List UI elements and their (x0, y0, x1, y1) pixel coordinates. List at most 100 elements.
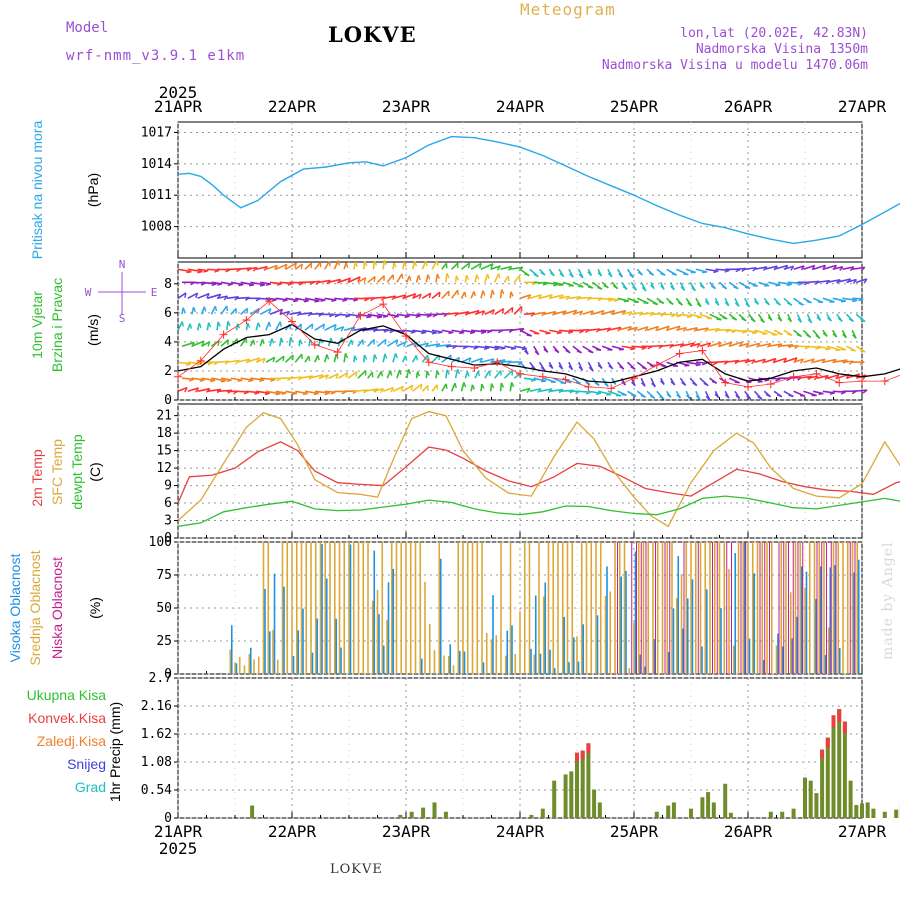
gust-marker (584, 382, 593, 391)
precip-bar (540, 808, 545, 818)
wind-arrow (465, 309, 480, 316)
wind-arrow (376, 275, 385, 283)
wind-arrow (503, 306, 514, 315)
wind-arrow (719, 341, 732, 348)
gust-marker (812, 369, 821, 378)
wind-arrow-head (247, 322, 251, 329)
wind-arrow (734, 329, 747, 333)
wind-arrow (617, 325, 632, 332)
wind-arrow (216, 321, 219, 331)
ytick-label-pressure: 1014 (141, 157, 172, 172)
wind-arrow (480, 263, 494, 270)
wind-arrow-head (481, 383, 485, 389)
wind-arrow-head (800, 265, 805, 271)
precip-bar (666, 805, 671, 818)
wind-arrow (314, 323, 325, 331)
wind-arrow-head (862, 389, 868, 394)
wind-arrow (396, 369, 401, 379)
wind-arrow-head (685, 394, 691, 400)
wind-arrow (846, 278, 857, 284)
wind-arrow (474, 274, 478, 283)
wind-arrow-head (198, 322, 202, 329)
wind-arrow (426, 343, 440, 348)
wind-arrow (363, 388, 379, 393)
wind-arrow (275, 321, 281, 331)
wind-arrow-head (629, 273, 634, 279)
wind-arrow (842, 360, 854, 364)
wind-arrow-head (677, 301, 683, 306)
wind-arrow (187, 361, 202, 365)
wind-arrow-head (333, 324, 337, 330)
wind-arrow-head (330, 391, 336, 395)
wind-arrow (454, 369, 459, 379)
wind-arrow-head (724, 269, 730, 273)
precip-bar-convective (837, 709, 842, 722)
wind-arrow-head (237, 379, 243, 382)
wind-arrow (187, 387, 199, 393)
precip-bar (854, 805, 859, 818)
wind-arrow-head (750, 318, 756, 323)
wind-arrow-head (860, 318, 866, 323)
gust-marker (379, 300, 388, 309)
wind-arrow-head (477, 371, 481, 377)
time-label-bottom: 22APR (268, 822, 317, 841)
wind-arrow (656, 325, 670, 332)
gust-marker (721, 378, 730, 387)
wind-arrow (695, 361, 707, 364)
wind-arrow (460, 382, 465, 392)
wind-axis-title: 10m Vjetar (29, 291, 45, 359)
wind-arrow-head (717, 342, 722, 348)
wind-arrow-head (695, 363, 701, 367)
gust-marker (265, 297, 274, 306)
wind-arrow-head (379, 388, 385, 394)
wind-arrow (728, 341, 743, 348)
wind-arrow-head (701, 271, 708, 274)
wind-arrow-head (182, 307, 186, 313)
precip-bar (780, 811, 785, 818)
wind-arrow-head (568, 365, 573, 371)
ytick-label-wind: 4 (164, 335, 172, 350)
wind-arrow-head (797, 318, 802, 323)
wind-arrow-head (252, 267, 258, 272)
wind-arrow-head (548, 364, 554, 370)
wind-arrow-head (540, 366, 546, 372)
wind-arrow (559, 329, 573, 333)
wind-arrow-head (537, 294, 542, 300)
wind-arrow-head (223, 295, 228, 301)
wind-arrow (822, 390, 835, 394)
ytick-label-temperature: 0 (164, 531, 172, 546)
wind-arrow (670, 343, 685, 348)
wind-arrow (559, 389, 575, 393)
wind-arrow (216, 295, 228, 300)
wind-arrow-head (745, 302, 750, 308)
wind-arrow-head (227, 283, 233, 287)
compass-n: N (119, 258, 126, 271)
wind-arrow-head (281, 392, 287, 395)
wind-arrow-head (390, 387, 395, 393)
wind-arrow-head (603, 382, 609, 387)
wind-arrow-head (558, 284, 564, 287)
cloud-low-title: Niska Oblacnost (49, 557, 65, 659)
wind-arrow (347, 371, 358, 379)
wind-arrow (402, 384, 414, 392)
precip-bar-convective (842, 721, 847, 734)
wind-arrow (402, 292, 416, 300)
wind-arrow (631, 345, 647, 349)
wind-arrow-head (798, 302, 804, 306)
wind-arrow-head (745, 342, 750, 348)
wind-arrow-head (402, 341, 407, 348)
wind-arrow-head (822, 332, 828, 337)
panel-frame-precip (177, 677, 863, 819)
wind-arrow (421, 354, 429, 363)
ytick-label-pressure: 1008 (141, 220, 172, 235)
wind-arrow-head (410, 331, 416, 334)
wind-arrow (509, 382, 513, 392)
wind-arrow (817, 279, 830, 284)
cloud-unit: (%) (87, 597, 103, 619)
ytick-label-temperature: 3 (164, 514, 172, 529)
wind-arrow-head (181, 321, 185, 327)
wind-arrow (445, 273, 448, 283)
gust-marker (607, 384, 616, 393)
wind-arrow (637, 326, 649, 332)
wind-arrow (489, 289, 494, 299)
